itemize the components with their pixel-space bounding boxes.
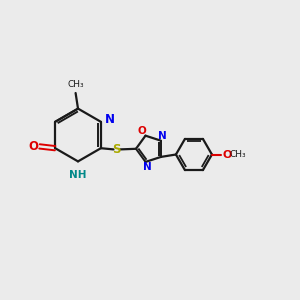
Text: N: N	[105, 113, 115, 126]
Text: CH₃: CH₃	[67, 80, 84, 89]
Text: S: S	[112, 143, 121, 156]
Text: NH: NH	[69, 170, 87, 180]
Text: N: N	[158, 130, 167, 141]
Text: O: O	[137, 126, 146, 136]
Text: N: N	[142, 162, 152, 172]
Text: CH₃: CH₃	[229, 150, 246, 159]
Text: O: O	[28, 140, 38, 153]
Text: O: O	[222, 149, 232, 160]
